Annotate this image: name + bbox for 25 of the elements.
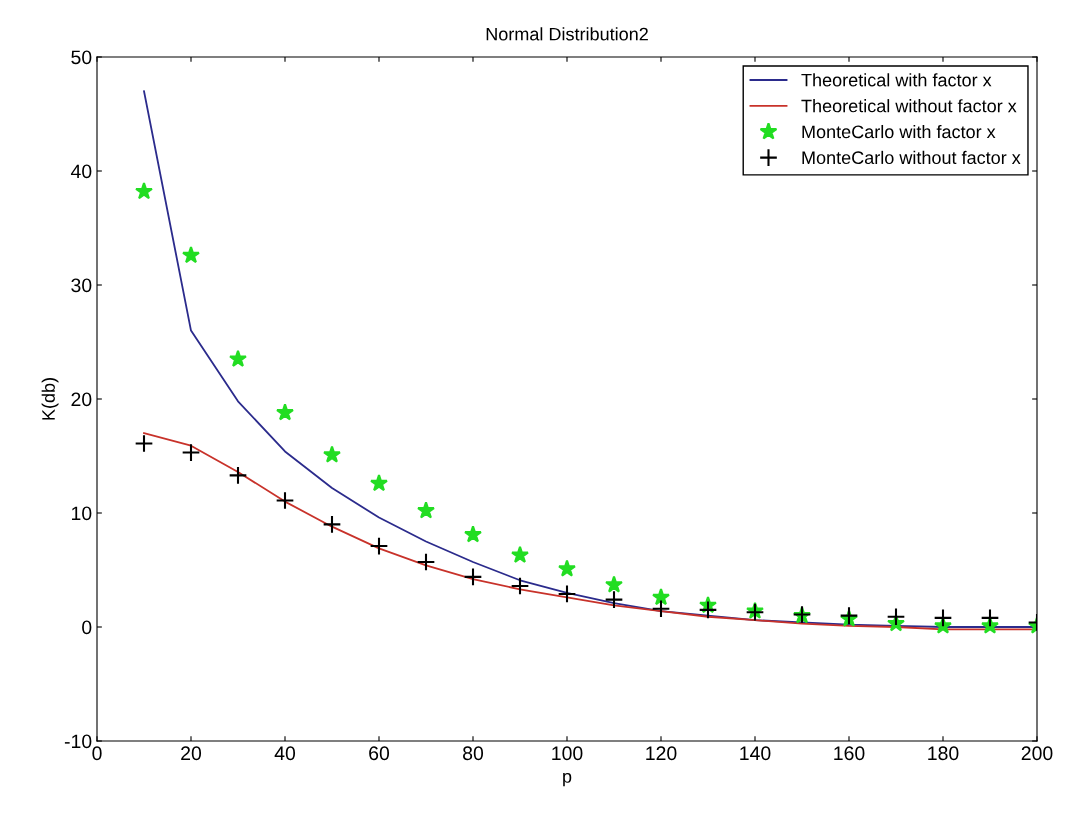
x-tick-label: 180 — [928, 746, 959, 761]
y-tick-label: 20 — [71, 392, 92, 407]
chart-title: Normal Distribution2 — [486, 27, 648, 41]
legend-label: MonteCarlo without factor x — [802, 150, 1021, 165]
legend-label: Theoretical with factor x — [801, 73, 992, 87]
y-tick-label: 10 — [72, 506, 92, 521]
x-tick-label: 200 — [1021, 746, 1053, 761]
y-tick-label: -10 — [64, 734, 92, 749]
x-tick-label: 40 — [274, 746, 296, 761]
x-tick-label: 120 — [646, 746, 677, 761]
y-tick-label: 30 — [71, 278, 92, 293]
x-tick-label: 0 — [92, 746, 102, 761]
legend-label: MonteCarlo with factor x — [802, 124, 996, 139]
y-tick-label: 40 — [70, 164, 92, 179]
y-tick-label: 50 — [71, 50, 92, 65]
y-axis-title: K(db) — [41, 378, 59, 420]
legend-label: Theoretical without factor x — [801, 99, 1017, 113]
x-tick-label: 100 — [552, 746, 583, 761]
y-tick-label: 0 — [82, 620, 92, 635]
x-tick-label: 80 — [463, 746, 484, 761]
x-tick-label: 140 — [740, 746, 771, 761]
x-tick-label: 60 — [369, 746, 390, 761]
x-axis-title: p — [563, 772, 572, 787]
x-tick-label: 20 — [181, 746, 202, 761]
x-tick-label: 160 — [834, 746, 865, 761]
